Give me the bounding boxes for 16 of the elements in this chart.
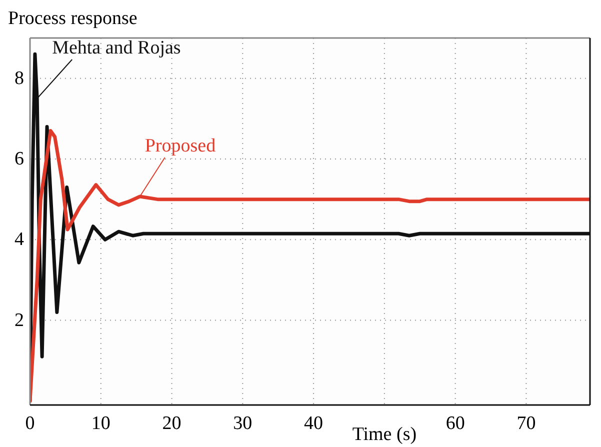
- x-tick-label: 20: [162, 413, 182, 434]
- y-tick-label: 6: [14, 148, 24, 170]
- y-tick-label: 4: [14, 229, 24, 250]
- x-tick-label: 40: [304, 413, 324, 434]
- series-label: Mehta and Rojas: [52, 37, 181, 58]
- y-tick-label: 2: [14, 310, 24, 331]
- text: Proposed: [144, 135, 216, 156]
- x-tick-label: 70: [516, 413, 536, 434]
- y-axis-title: Process response: [8, 8, 138, 29]
- line-series: [30, 129, 590, 403]
- x-axis-title: Time (s): [352, 424, 417, 445]
- y-tick-label: 8: [14, 68, 24, 89]
- x-tick-label: 10: [91, 413, 110, 434]
- x-tick-label: 60: [446, 413, 465, 434]
- x-tick-label: 30: [233, 413, 252, 434]
- x-tick-label: 0: [25, 413, 35, 434]
